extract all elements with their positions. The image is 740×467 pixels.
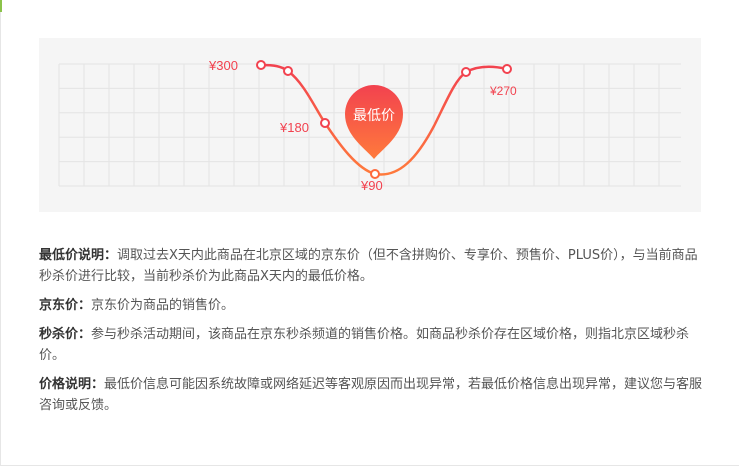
description-flash-price: 秒杀价：参与秒杀活动期间，该商品在京东秒杀频道的销售价格。如商品秒杀价存在区域价… bbox=[39, 324, 707, 366]
description-price-note: 价格说明：最低价信息可能因系统故障或网络延迟等客观原因而出现异常，若最低价格信息… bbox=[39, 374, 707, 416]
price-point-300 bbox=[256, 60, 266, 70]
chart-grid bbox=[58, 63, 681, 187]
price-label-180: ¥180 bbox=[279, 120, 309, 135]
description-term: 秒杀价： bbox=[39, 327, 92, 342]
map-pin-icon bbox=[345, 85, 403, 159]
description-term: 最低价说明： bbox=[39, 248, 118, 263]
price-point-180 bbox=[320, 118, 330, 128]
description-text: 参与秒杀活动期间，该商品在京东秒杀频道的销售价格。如商品秒杀价存在区域价格，则指… bbox=[39, 327, 690, 363]
description-term: 京东价： bbox=[39, 298, 92, 313]
price-point-mid bbox=[283, 66, 293, 76]
description-lowest-price: 最低价说明：调取过去X天内此商品在北京区域的京东价（但不含拼购价、专享价、预售价… bbox=[39, 245, 707, 287]
lowest-price-badge: 最低价 bbox=[345, 85, 403, 159]
price-label-270: ¥270 bbox=[489, 84, 517, 98]
price-point-rise bbox=[461, 67, 471, 77]
corner-accent bbox=[0, 0, 2, 12]
price-label-300: ¥300 bbox=[208, 58, 238, 73]
price-trend-svg: ¥300 ¥180 ¥90 ¥270 最低价 bbox=[58, 58, 681, 193]
lowest-price-badge-text: 最低价 bbox=[353, 108, 395, 124]
description-text: 最低价信息可能因系统故障或网络延迟等客观原因而出现异常，若最低价格信息出现异常，… bbox=[39, 377, 703, 413]
price-label-90: ¥90 bbox=[360, 178, 383, 193]
price-explanations: 最低价说明：调取过去X天内此商品在北京区域的京东价（但不含拼购价、专享价、预售价… bbox=[39, 245, 707, 424]
description-text: 京东价为商品的销售价。 bbox=[91, 298, 235, 313]
description-jd-price: 京东价：京东价为商品的销售价。 bbox=[39, 295, 707, 316]
description-text: 调取过去X天内此商品在北京区域的京东价（但不含拼购价、专享价、预售价、PLUS价… bbox=[39, 248, 698, 284]
price-trend-chart: ¥300 ¥180 ¥90 ¥270 最低价 bbox=[39, 38, 701, 212]
price-point-270 bbox=[502, 64, 512, 74]
price-point-90 bbox=[370, 169, 380, 179]
description-term: 价格说明： bbox=[39, 377, 105, 392]
